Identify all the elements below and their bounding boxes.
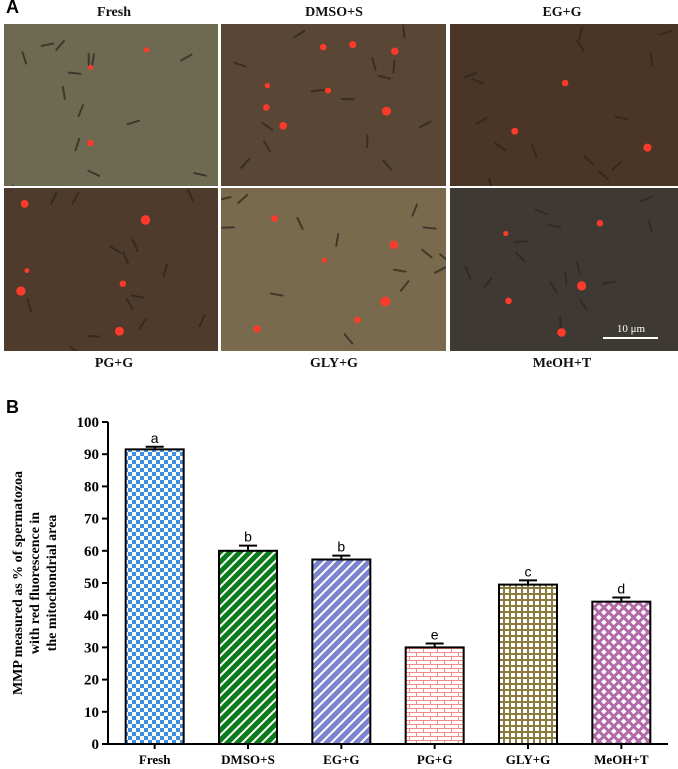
x-tick-label: Fresh	[139, 752, 171, 767]
y-tick-label: 100	[77, 415, 100, 431]
red-fluorescence-spot	[143, 47, 150, 53]
significance-letter: b	[244, 529, 252, 545]
red-fluorescence-spot	[596, 220, 604, 227]
red-fluorescence-spot	[271, 215, 278, 222]
image-label-eg: EG+G	[542, 5, 582, 20]
red-fluorescence-spot	[263, 104, 270, 111]
red-fluorescence-spot	[389, 240, 399, 250]
significance-letter: c	[525, 563, 532, 579]
micrograph-dmso	[221, 24, 446, 186]
micrograph-fresh	[4, 24, 218, 186]
red-fluorescence-spot	[320, 43, 327, 51]
scale-bar-label: 10 μm	[617, 323, 646, 335]
bar-chart: MMP measured as % of spermatozoa with red…	[11, 415, 668, 767]
red-fluorescence-spot	[511, 127, 519, 135]
red-fluorescence-spot	[643, 143, 652, 152]
bar	[498, 583, 558, 745]
y-tick-label: 90	[84, 447, 99, 463]
x-tick-label: PG+G	[417, 752, 453, 767]
red-fluorescence-spot	[391, 47, 399, 55]
image-label-pg: PG+G	[94, 356, 134, 371]
bar	[218, 549, 278, 745]
y-tick-label: 0	[92, 737, 100, 753]
red-fluorescence-spot	[253, 325, 261, 333]
red-fluorescence-spot	[24, 268, 30, 274]
x-tick-label: EG+G	[323, 752, 359, 767]
red-fluorescence-spot	[279, 122, 287, 130]
panel-b-letter: B	[6, 397, 19, 417]
bars: a Fresh b DMSO+S b EG+G e PG+G c GLY+G d MeOH+T	[124, 430, 652, 767]
x-tick-label: GLY+G	[506, 752, 551, 767]
red-fluorescence-spot	[20, 200, 29, 208]
significance-letter: e	[431, 627, 439, 643]
y-tick-label: 50	[84, 576, 99, 592]
red-fluorescence-spot	[380, 296, 391, 307]
axes: 0 10 20 30 40 50 60 70 80 90 100	[77, 415, 668, 753]
bar	[124, 448, 185, 746]
red-fluorescence-spot	[119, 280, 127, 287]
image-label-gly: GLY+G	[310, 356, 358, 371]
x-tick-label: MeOH+T	[594, 752, 649, 767]
red-fluorescence-spot	[577, 281, 587, 291]
red-fluorescence-spot	[325, 87, 332, 94]
image-label-fresh: Fresh	[97, 5, 131, 20]
image-label-meoh: MeOH+T	[532, 356, 592, 371]
red-fluorescence-spot	[503, 231, 509, 237]
red-fluorescence-spot	[505, 297, 512, 305]
bar	[404, 646, 465, 745]
y-tick-label: 40	[84, 608, 99, 624]
y-axis-label: MMP measured as % of spermatozoa with red…	[11, 471, 60, 695]
bar	[591, 600, 652, 745]
micrograph-gly	[221, 188, 446, 351]
red-fluorescence-spot	[354, 316, 361, 324]
bar	[311, 558, 372, 745]
image-label-dmso: DMSO+S	[305, 5, 363, 20]
y-axis-label-line: the mitochondrial area	[45, 515, 60, 652]
red-fluorescence-spot	[321, 257, 327, 263]
red-fluorescence-spot	[349, 41, 357, 49]
significance-letter: b	[337, 539, 345, 555]
red-fluorescence-spot	[115, 326, 124, 336]
significance-letter: a	[151, 430, 159, 446]
y-tick-label: 60	[84, 544, 99, 560]
red-fluorescence-spot	[140, 215, 151, 225]
red-fluorescence-spot	[382, 106, 391, 116]
red-fluorescence-spot	[88, 64, 94, 70]
y-tick-label: 30	[84, 640, 99, 656]
red-fluorescence-spot	[87, 139, 94, 147]
micrograph-eg	[450, 24, 678, 186]
panel-a-letter: A	[6, 0, 19, 17]
y-axis-label-line: with red fluorescence in	[28, 512, 43, 654]
micrograph-meoh: 10 μm	[450, 188, 678, 351]
red-fluorescence-spot	[264, 82, 271, 89]
y-tick-label: 10	[84, 705, 99, 721]
red-fluorescence-spot	[561, 79, 569, 87]
significance-letter: d	[617, 580, 625, 596]
micrograph-pg	[4, 188, 218, 351]
y-tick-label: 70	[84, 512, 99, 528]
red-fluorescence-spot	[557, 328, 566, 337]
y-tick-label: 80	[84, 479, 99, 495]
red-fluorescence-spot	[16, 286, 26, 296]
x-tick-label: DMSO+S	[221, 752, 275, 767]
y-tick-label: 20	[84, 673, 99, 689]
y-axis-label-line: MMP measured as % of spermatozoa	[11, 471, 26, 695]
